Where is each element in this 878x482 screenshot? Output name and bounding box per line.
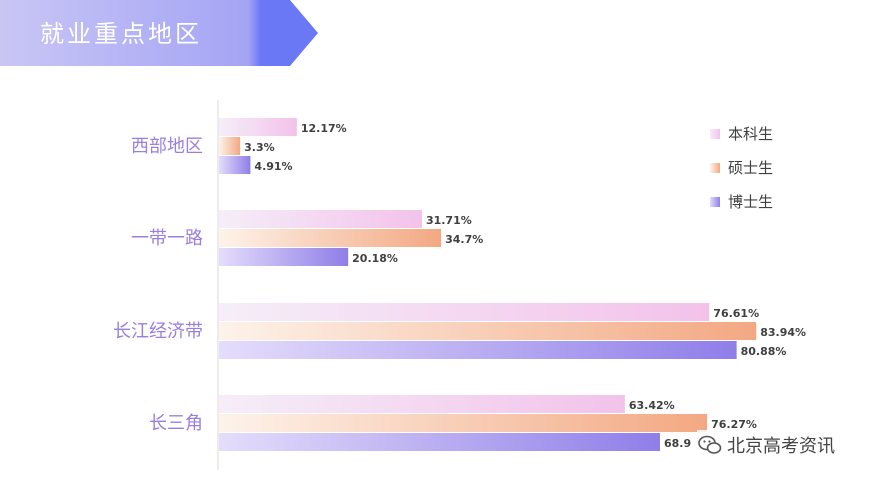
legend-label: 博士生: [728, 193, 773, 211]
page-title: 就业重点地区: [40, 20, 202, 48]
data-label: 68.9: [664, 437, 691, 450]
data-label: 76.61%: [713, 307, 759, 320]
bar: [219, 118, 297, 136]
legend-label: 硕士生: [728, 159, 773, 177]
title-banner: [0, 0, 318, 66]
bar: [219, 248, 349, 266]
data-label: 4.91%: [254, 160, 292, 173]
data-label: 34.7%: [445, 233, 483, 246]
watermark: 北京高考资讯: [697, 430, 857, 460]
bar: [219, 433, 660, 451]
bar: [219, 210, 422, 228]
bar: [219, 229, 442, 247]
bar: [219, 156, 251, 174]
data-label: 12.17%: [301, 122, 347, 135]
category-label: 长三角: [149, 413, 203, 434]
bar: [219, 137, 241, 155]
data-label: 63.42%: [629, 399, 675, 412]
data-label: 31.71%: [426, 214, 472, 227]
data-label: 80.88%: [741, 345, 787, 358]
watermark-text: 北京高考资讯: [727, 436, 835, 457]
bar: [219, 303, 710, 321]
category-label: 西部地区: [131, 136, 203, 157]
legend-label: 本科生: [728, 125, 773, 143]
data-label: 76.27%: [711, 418, 757, 431]
bar: [219, 414, 708, 432]
category-label: 长江经济带: [113, 321, 203, 342]
legend-swatch: [710, 197, 720, 207]
legend-swatch: [710, 129, 720, 139]
category-label: 一带一路: [131, 228, 203, 249]
data-label: 20.18%: [352, 252, 398, 265]
bar: [219, 322, 757, 340]
bar: [219, 395, 625, 413]
legend-swatch: [710, 163, 720, 173]
bar: [219, 341, 737, 359]
data-label: 83.94%: [760, 326, 806, 339]
wechat-icon: [698, 435, 722, 454]
data-label: 3.3%: [244, 141, 275, 154]
